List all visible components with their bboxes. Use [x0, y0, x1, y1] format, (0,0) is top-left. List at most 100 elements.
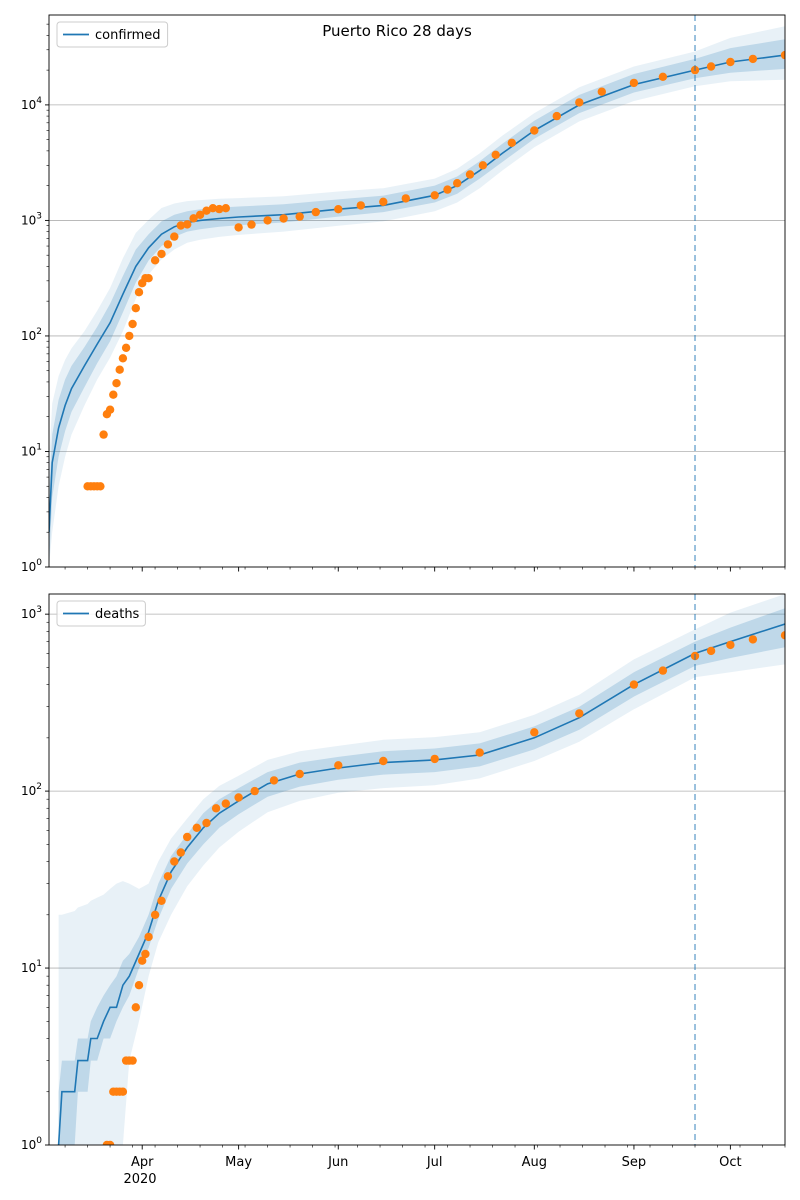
observed-point	[221, 799, 230, 808]
observed-point	[128, 319, 137, 329]
observed-point	[163, 872, 173, 881]
legend-label: confirmed	[95, 28, 161, 43]
observed-point	[478, 161, 488, 170]
observed-point	[157, 896, 166, 905]
uncertainty-band	[58, 608, 785, 1145]
observed-point	[234, 793, 243, 802]
observed-point	[379, 197, 388, 206]
observed-point	[552, 111, 561, 121]
observed-point	[131, 304, 140, 313]
axes-frame	[48, 14, 786, 568]
observed-point	[176, 221, 185, 230]
observed-point	[597, 87, 606, 96]
observed-point	[658, 72, 668, 82]
observed-point	[208, 204, 218, 213]
observed-point	[575, 709, 584, 718]
observed-point	[263, 216, 272, 225]
observed-point	[629, 680, 639, 689]
observed-point	[211, 804, 221, 813]
observed-point	[379, 756, 388, 766]
axes-frame	[48, 593, 786, 1146]
observed-point	[150, 256, 160, 265]
observed-point	[134, 981, 144, 990]
observed-point	[105, 1140, 115, 1145]
x-tick-label: Jun	[327, 1155, 348, 1170]
observed-point	[183, 832, 192, 842]
x-tick-label: Apr	[131, 1155, 154, 1170]
x-axis: 2020	[123, 1172, 156, 1187]
observed-point	[658, 666, 668, 675]
observed-point	[183, 220, 192, 229]
observed-point	[575, 98, 584, 107]
chart-title: Puerto Rico 28 days	[322, 22, 472, 40]
x-year-label: 2020	[123, 1172, 156, 1187]
observed-point	[250, 786, 259, 796]
observed-point	[726, 640, 735, 650]
observed-point	[334, 761, 343, 770]
observed-point	[115, 365, 124, 374]
observed-point	[192, 823, 201, 832]
observed-point	[748, 635, 758, 644]
uncertainty-band	[49, 26, 785, 567]
observed-point	[234, 223, 243, 232]
observed-point	[105, 405, 115, 414]
legend: deaths	[56, 600, 146, 627]
observed-point	[453, 179, 462, 188]
observed-point	[748, 54, 758, 64]
legend: confirmed	[56, 21, 169, 48]
observed-point	[629, 78, 639, 88]
observed-point	[475, 748, 484, 757]
observed-point	[401, 194, 410, 203]
observed-point	[530, 728, 539, 737]
observed-point	[109, 390, 118, 399]
observed-point	[279, 214, 288, 223]
observed-point	[163, 240, 173, 249]
observed-point	[118, 354, 128, 363]
x-tick-label: Aug	[522, 1155, 547, 1170]
x-tick-label: Sep	[622, 1155, 647, 1170]
observed-point	[465, 170, 475, 179]
observed-point	[96, 482, 105, 491]
observed-point	[170, 857, 179, 866]
x-tick-label: May	[225, 1155, 252, 1170]
observed-point	[507, 138, 516, 147]
legend-box	[56, 600, 146, 627]
observed-point	[144, 274, 153, 283]
observed-point	[121, 343, 131, 352]
observed-point	[118, 1087, 128, 1096]
model-line	[57, 623, 785, 1145]
observed-point	[134, 288, 144, 297]
legend-box	[56, 21, 169, 48]
observed-point	[202, 206, 211, 215]
observed-point	[150, 910, 160, 919]
observed-point	[726, 57, 735, 67]
observed-point	[157, 249, 166, 259]
observed-point	[780, 50, 785, 60]
observed-point	[356, 201, 365, 210]
observed-point	[170, 232, 179, 241]
observed-point	[176, 848, 185, 857]
observed-point	[430, 191, 439, 200]
observed-point	[144, 932, 153, 942]
observed-point	[131, 1003, 140, 1012]
observed-point	[295, 212, 304, 221]
observed-point	[295, 769, 304, 779]
observed-point	[141, 949, 150, 959]
x-tick-label: Oct	[719, 1155, 741, 1170]
observed-point	[430, 754, 439, 764]
observed-point	[780, 631, 785, 640]
observed-point	[138, 956, 147, 965]
observed-point	[195, 210, 205, 219]
legend-label: deaths	[95, 607, 140, 622]
observed-point	[491, 150, 500, 159]
observed-point	[311, 207, 320, 217]
observed-point	[128, 1056, 137, 1065]
observed-point	[215, 204, 224, 214]
observed-point	[706, 62, 716, 71]
observed-point	[334, 205, 343, 214]
observed-point	[125, 331, 134, 341]
observed-point	[112, 379, 121, 388]
observed-point	[247, 220, 256, 229]
observed-point	[443, 185, 452, 194]
